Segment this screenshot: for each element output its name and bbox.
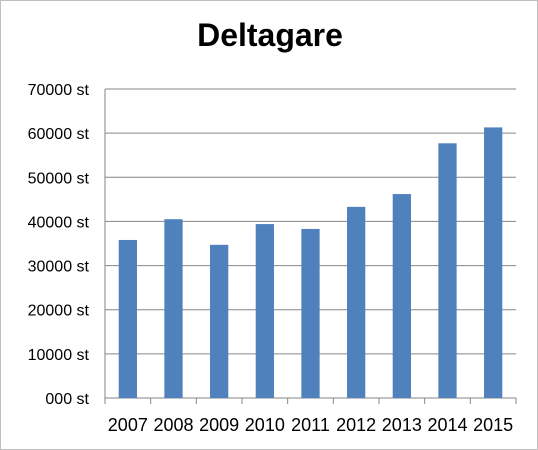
x-tick-label: 2012	[336, 415, 376, 435]
x-tick-label: 2014	[427, 415, 467, 435]
x-tick-label: 2015	[473, 415, 513, 435]
chart-title: Deltagare	[197, 17, 343, 53]
y-tick-label: 40000 st	[28, 214, 90, 231]
bar-2010	[255, 224, 274, 398]
x-tick-label: 2013	[382, 415, 422, 435]
x-tick-label: 2009	[199, 415, 239, 435]
x-tick-label: 2007	[108, 415, 148, 435]
bar-2012	[347, 206, 366, 398]
y-tick-label: 000 st	[45, 391, 89, 408]
bar-2014	[438, 143, 457, 398]
y-tick-label: 60000 st	[28, 126, 90, 143]
x-tick-label: 2011	[291, 415, 330, 435]
bar-2013	[392, 194, 411, 398]
y-tick-label: 70000 st	[28, 82, 90, 99]
bar-2008	[164, 219, 183, 398]
bar-2007	[118, 239, 137, 398]
y-tick-label: 50000 st	[28, 170, 90, 187]
bar-2015	[484, 127, 503, 398]
bar-2009	[210, 244, 229, 398]
bar-2011	[301, 228, 320, 398]
y-tick-label: 30000 st	[28, 259, 90, 276]
y-tick-label: 10000 st	[28, 347, 90, 364]
x-tick-label: 2008	[153, 415, 193, 435]
y-tick-label: 20000 st	[28, 303, 90, 320]
x-tick-label: 2010	[245, 415, 285, 435]
